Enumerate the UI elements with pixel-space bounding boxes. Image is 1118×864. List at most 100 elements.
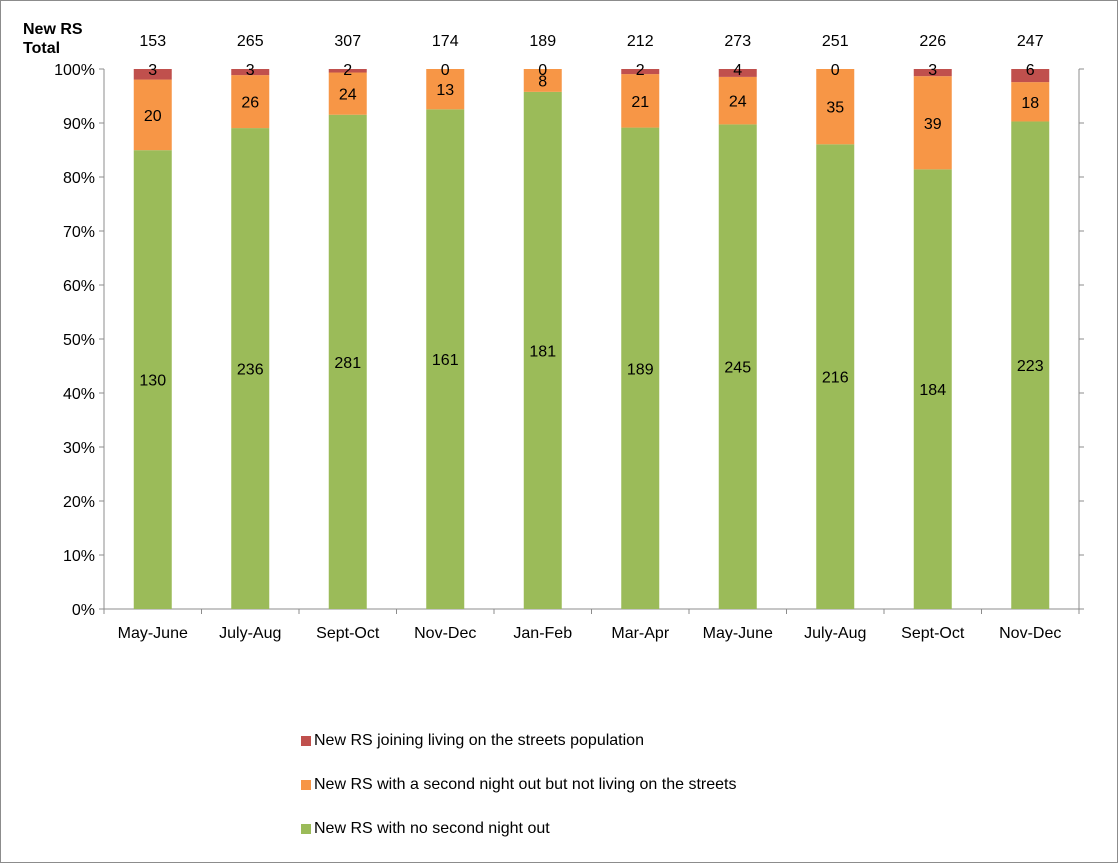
data-label: 35 — [826, 100, 844, 117]
bar-segment — [231, 69, 270, 76]
bar-segment — [913, 76, 952, 170]
data-label: 0 — [441, 62, 450, 79]
total-label: 307 — [334, 33, 361, 50]
total-label: 265 — [237, 33, 264, 50]
y-tick-label: 100% — [54, 62, 95, 79]
bar-segment — [133, 150, 172, 610]
x-tick-label: May-June — [118, 625, 188, 642]
bar-segment — [1011, 121, 1050, 609]
x-tick-label: Nov-Dec — [414, 625, 476, 642]
y-tick-label: 80% — [63, 170, 95, 187]
total-label: 251 — [822, 33, 849, 50]
x-tick-label: July-Aug — [804, 625, 866, 642]
bar-segment — [328, 72, 367, 115]
bar-segment — [913, 169, 952, 609]
data-label: 181 — [529, 343, 556, 360]
bar-segment — [231, 75, 270, 129]
data-label: 13 — [436, 82, 454, 99]
data-labels: New RSTotal130203153May-June236263265Jul… — [23, 21, 1061, 642]
data-label: 21 — [631, 94, 649, 111]
data-label: 189 — [627, 361, 654, 378]
legend-item-second-night: New RS with a second night out but not l… — [301, 773, 1001, 797]
data-label: 2 — [343, 62, 352, 79]
x-tick-label: Nov-Dec — [999, 625, 1061, 642]
legend-label-no-second-night: New RS with no second night out — [314, 820, 550, 837]
total-label: 247 — [1017, 33, 1044, 50]
totals-heading-line2: Total — [23, 40, 60, 57]
bar-segment — [1011, 69, 1050, 83]
legend-label-second-night: New RS with a second night out but not l… — [314, 776, 737, 793]
data-label: 4 — [733, 62, 742, 79]
data-label: 24 — [729, 94, 747, 111]
x-tick-label: May-June — [703, 625, 773, 642]
total-label: 189 — [529, 33, 556, 50]
y-tick-label: 40% — [63, 386, 95, 403]
bar-segment — [328, 69, 367, 73]
x-tick-label: Sept-Oct — [901, 625, 965, 642]
y-tick-label: 20% — [63, 494, 95, 511]
legend-label-streets: New RS joining living on the streets pop… — [314, 732, 644, 749]
bar-segment — [621, 74, 660, 128]
legend-swatch-streets — [301, 736, 311, 746]
y-tick-label: 10% — [63, 548, 95, 565]
data-label: 26 — [241, 95, 259, 112]
x-tick-label: Jan-Feb — [513, 625, 572, 642]
data-label: 6 — [1026, 62, 1035, 79]
data-label: 24 — [339, 87, 357, 104]
data-label: 236 — [237, 362, 264, 379]
total-label: 273 — [724, 33, 751, 50]
y-tick-label: 30% — [63, 440, 95, 457]
data-label: 184 — [919, 382, 946, 399]
bar-segment — [231, 128, 270, 609]
y-tick-label: 90% — [63, 116, 95, 133]
bar-segment — [718, 124, 757, 609]
x-tick-label: July-Aug — [219, 625, 281, 642]
legend-swatch-second-night — [301, 780, 311, 790]
data-label: 0 — [831, 62, 840, 79]
bar-segment — [913, 69, 952, 77]
data-label: 216 — [822, 370, 849, 387]
data-label: 8 — [538, 73, 547, 90]
bar-segment — [133, 69, 172, 80]
total-label: 174 — [432, 33, 459, 50]
data-label: 281 — [334, 355, 361, 372]
bar-segment — [621, 127, 660, 610]
bar-segment — [718, 76, 757, 125]
y-tick-label: 70% — [63, 224, 95, 241]
y-tick-label: 50% — [63, 332, 95, 349]
data-label: 245 — [724, 360, 751, 377]
bar-segment — [816, 144, 855, 609]
legend-item-no-second-night: New RS with no second night out — [301, 817, 1001, 841]
total-label: 153 — [139, 33, 166, 50]
data-label: 223 — [1017, 358, 1044, 375]
bar-segment — [523, 91, 562, 610]
bar-segment — [1011, 82, 1050, 122]
bar-segment — [426, 69, 465, 110]
y-tick-label: 60% — [63, 278, 95, 295]
data-label: 3 — [246, 62, 255, 79]
totals-heading-line1: New RS — [23, 21, 83, 38]
total-label: 212 — [627, 33, 654, 50]
bar-segment — [816, 69, 855, 145]
data-label: 0 — [538, 62, 547, 79]
legend-swatch-no-second-night — [301, 824, 311, 834]
bar-segment — [718, 69, 757, 77]
data-label: 161 — [432, 352, 459, 369]
total-label: 226 — [919, 33, 946, 50]
data-label: 39 — [924, 116, 942, 133]
data-label: 18 — [1021, 95, 1039, 112]
data-label: 20 — [144, 108, 162, 125]
data-label: 2 — [636, 62, 645, 79]
legend-item-streets: New RS joining living on the streets pop… — [301, 729, 1001, 753]
data-label: 130 — [139, 373, 166, 390]
bar-segment — [523, 69, 562, 92]
data-label: 3 — [928, 62, 937, 79]
bar-segment — [133, 79, 172, 151]
bar-segment — [328, 114, 367, 609]
bar-segment — [621, 69, 660, 75]
bar-segment — [426, 109, 465, 610]
y-tick-label: 0% — [72, 602, 95, 619]
bars — [133, 69, 1050, 610]
